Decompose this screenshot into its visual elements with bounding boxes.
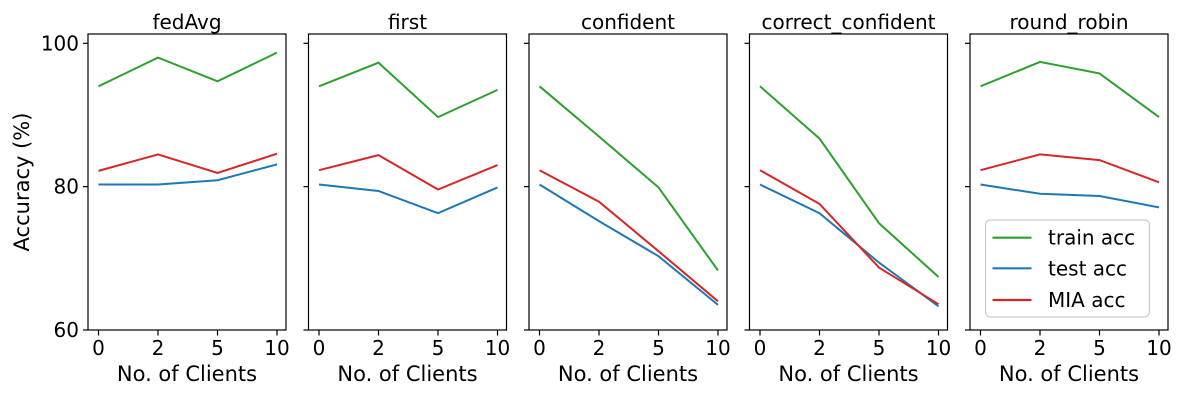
line-train-acc <box>538 85 719 272</box>
x-tick-label: 10 <box>1146 336 1171 360</box>
line-test-acc <box>538 183 719 306</box>
x-tick-label: 10 <box>926 336 951 360</box>
x-axis-label: No. of Clients <box>778 362 918 386</box>
line-MIA-acc <box>98 152 278 175</box>
x-tick-label: 5 <box>432 336 445 360</box>
y-tick-label: 80 <box>54 175 79 199</box>
x-axis-label: No. of Clients <box>558 362 698 386</box>
panel-correct_confident: 0 2 5 10 correct_confident No. of Clients <box>744 10 951 386</box>
line-test-acc <box>98 163 278 186</box>
line-test-acc <box>318 183 498 215</box>
legend-entry-mia: MIA acc <box>992 288 1125 312</box>
y-tick-label: 100 <box>41 31 79 55</box>
panel-title: first <box>388 10 427 34</box>
x-tick-label: 5 <box>1093 336 1106 360</box>
x-tick-label: 5 <box>873 336 886 360</box>
line-test-acc <box>759 183 940 308</box>
axes-spines <box>969 33 1169 331</box>
x-tick-label: 0 <box>92 336 105 360</box>
x-axis-label: No. of Clients <box>117 362 257 386</box>
legend-box <box>984 219 1151 318</box>
axes-spines <box>748 33 949 331</box>
line-train-acc <box>759 85 940 278</box>
line-MIA-acc <box>318 154 498 191</box>
x-tick-label: 10 <box>705 336 730 360</box>
x-tick-label: 0 <box>533 336 546 360</box>
x-axis-label: No. of Clients <box>337 362 477 386</box>
line-train-acc <box>98 51 278 88</box>
x-tick-label: 2 <box>372 336 385 360</box>
x-tick-label: 5 <box>211 336 224 360</box>
line-MIA-acc <box>980 153 1160 184</box>
x-tick-label: 0 <box>754 336 767 360</box>
legend-label-train-acc: train acc <box>1048 226 1135 250</box>
panel-title: correct_confident <box>761 10 935 34</box>
panel-title: fedAvg <box>152 10 221 34</box>
x-tick-label: 10 <box>264 336 289 360</box>
x-tick-label: 2 <box>152 336 165 360</box>
panel-fedAvg: 100 80 60 0 2 5 10 fedAvg No. of Clients <box>41 10 290 386</box>
legend: train acc test acc MIA acc <box>984 219 1151 318</box>
axes-spines <box>307 33 508 331</box>
line-train-acc <box>318 61 498 119</box>
legend-entry-train: train acc <box>992 226 1135 250</box>
line-MIA-acc <box>759 169 940 306</box>
x-tick-label: 10 <box>485 336 510 360</box>
axes-spines <box>528 33 728 331</box>
legend-label-mia-acc: MIA acc <box>1048 288 1125 312</box>
line-MIA-acc <box>539 169 719 303</box>
line-test-acc <box>980 183 1160 209</box>
panel-first: 0 2 5 10 first No. of Clients <box>303 10 510 386</box>
panel-title: confident <box>581 10 675 34</box>
x-tick-label: 0 <box>313 336 326 360</box>
legend-entry-test: test acc <box>992 256 1127 280</box>
x-tick-label: 5 <box>652 336 665 360</box>
line-train-acc <box>980 60 1160 118</box>
panel-round_robin: 0 2 5 10 round_robin No. of Clients <box>965 10 1172 386</box>
legend-label-test-acc: test acc <box>1048 256 1127 280</box>
x-tick-label: 0 <box>974 336 987 360</box>
panel-title: round_robin <box>1009 10 1128 34</box>
axes-spines <box>87 33 287 331</box>
y-axis-label: Accuracy (%) <box>10 113 34 252</box>
panel-confident: 0 2 5 10 confident No. of Clients <box>524 10 731 386</box>
x-tick-label: 2 <box>593 336 606 360</box>
y-tick-label: 60 <box>54 318 79 342</box>
x-tick-label: 2 <box>813 336 826 360</box>
x-tick-label: 2 <box>1034 336 1047 360</box>
x-axis-label: No. of Clients <box>999 362 1139 386</box>
